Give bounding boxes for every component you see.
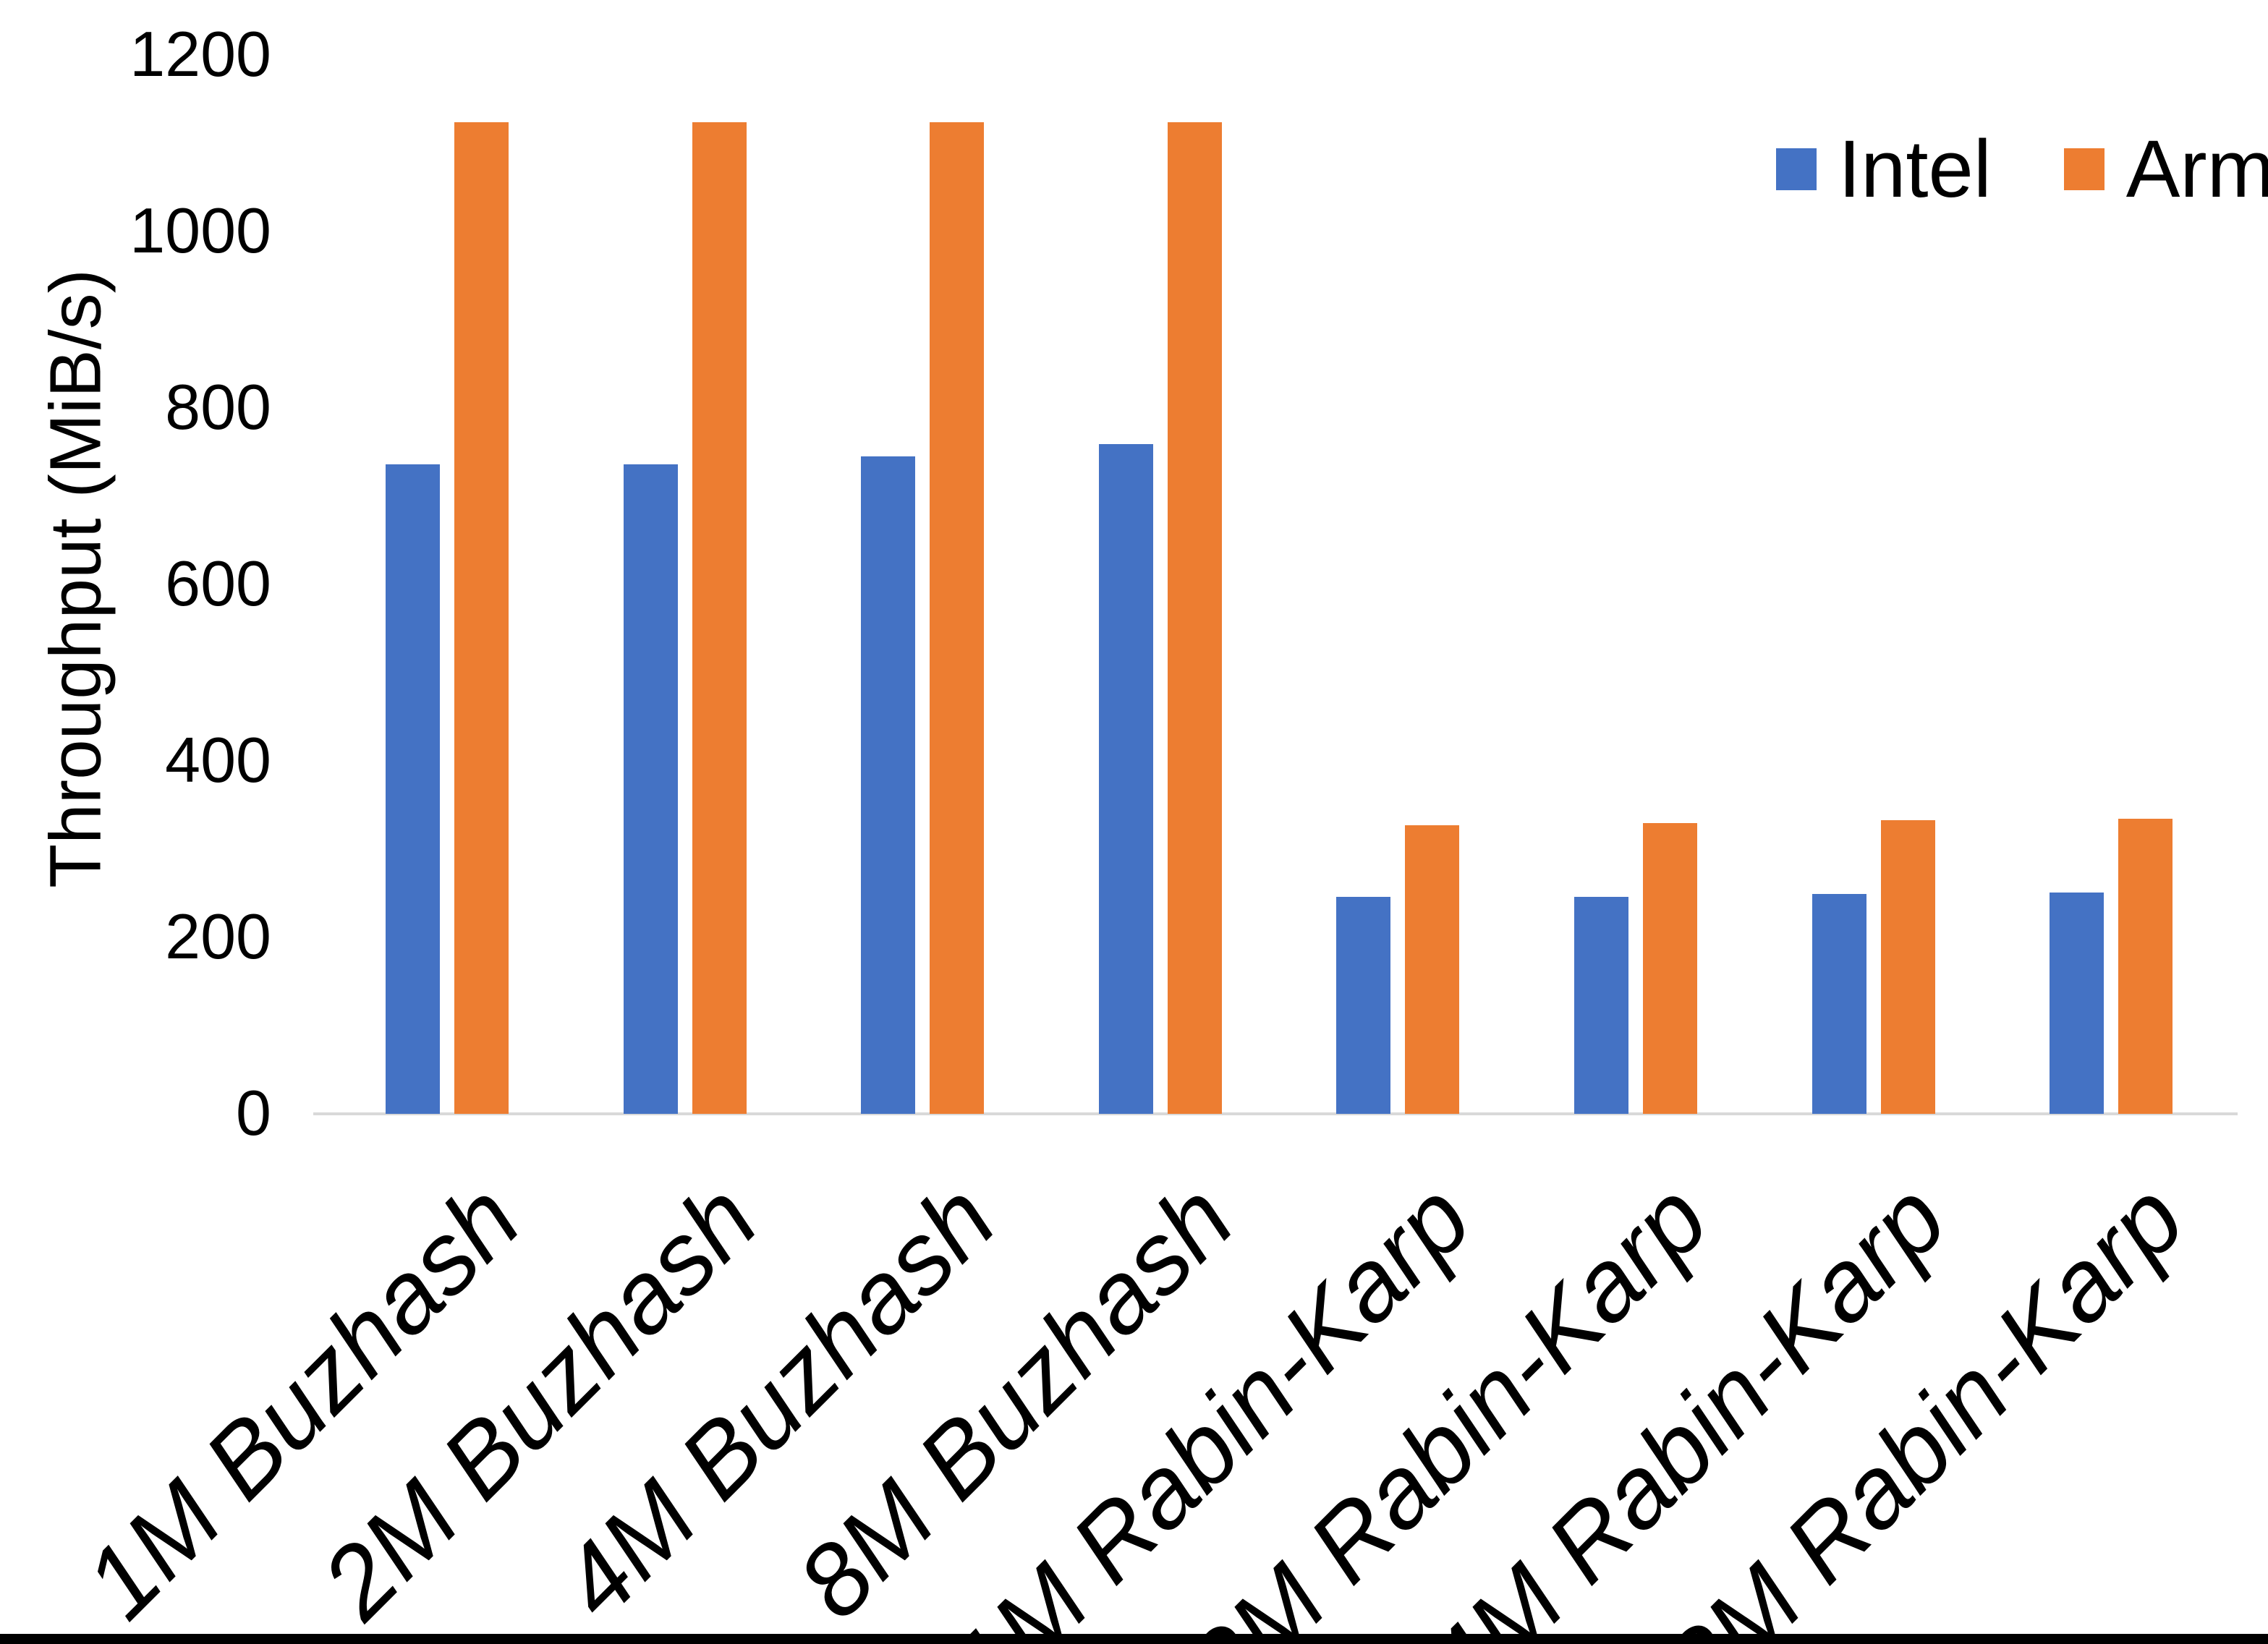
bottom-border-bar (0, 1634, 2268, 1644)
y-tick-label: 0 (236, 1077, 271, 1149)
legend-item-intel: Intel (1776, 129, 1992, 210)
bar-arm-8m-rabin-karp (2118, 818, 2173, 1114)
bar-intel-8m-rabin-karp (2050, 893, 2105, 1114)
legend-item-arm: Arm (2063, 124, 2268, 214)
bar-intel-1m-buzhash (386, 464, 440, 1114)
y-tick-label: 800 (165, 371, 271, 443)
legend: Intel Arm (1776, 129, 2268, 210)
legend-swatch-intel (1776, 148, 1817, 190)
y-tick-label: 400 (165, 724, 271, 796)
bar-arm-2m-buzhash (692, 122, 747, 1114)
bar-intel-1m-rabin-karp (1336, 897, 1391, 1114)
bar-intel-2m-buzhash (623, 464, 678, 1114)
x-axis-line (313, 1112, 2238, 1115)
y-tick-label: 600 (165, 548, 271, 619)
y-tick-label: 200 (165, 900, 271, 972)
y-tick-label: 1000 (129, 195, 271, 266)
bar-intel-4m-rabin-karp (1812, 894, 1866, 1114)
bar-intel-2m-rabin-karp (1574, 897, 1628, 1114)
legend-label-intel: Intel (1838, 124, 1992, 214)
bar-arm-8m-buzhash (1167, 122, 1222, 1114)
bar-arm-4m-buzhash (930, 122, 985, 1114)
bar-arm-2m-rabin-karp (1643, 822, 1697, 1114)
bar-arm-1m-buzhash (454, 122, 509, 1114)
bar-intel-4m-buzhash (861, 456, 916, 1114)
y-tick-label: 1200 (129, 18, 271, 90)
bar-intel-8m-buzhash (1098, 444, 1153, 1114)
legend-label-arm: Arm (2125, 124, 2268, 214)
bar-arm-4m-rabin-karp (1880, 819, 1935, 1114)
bar-arm-1m-rabin-karp (1405, 825, 1460, 1114)
legend-swatch-arm (2063, 148, 2105, 190)
